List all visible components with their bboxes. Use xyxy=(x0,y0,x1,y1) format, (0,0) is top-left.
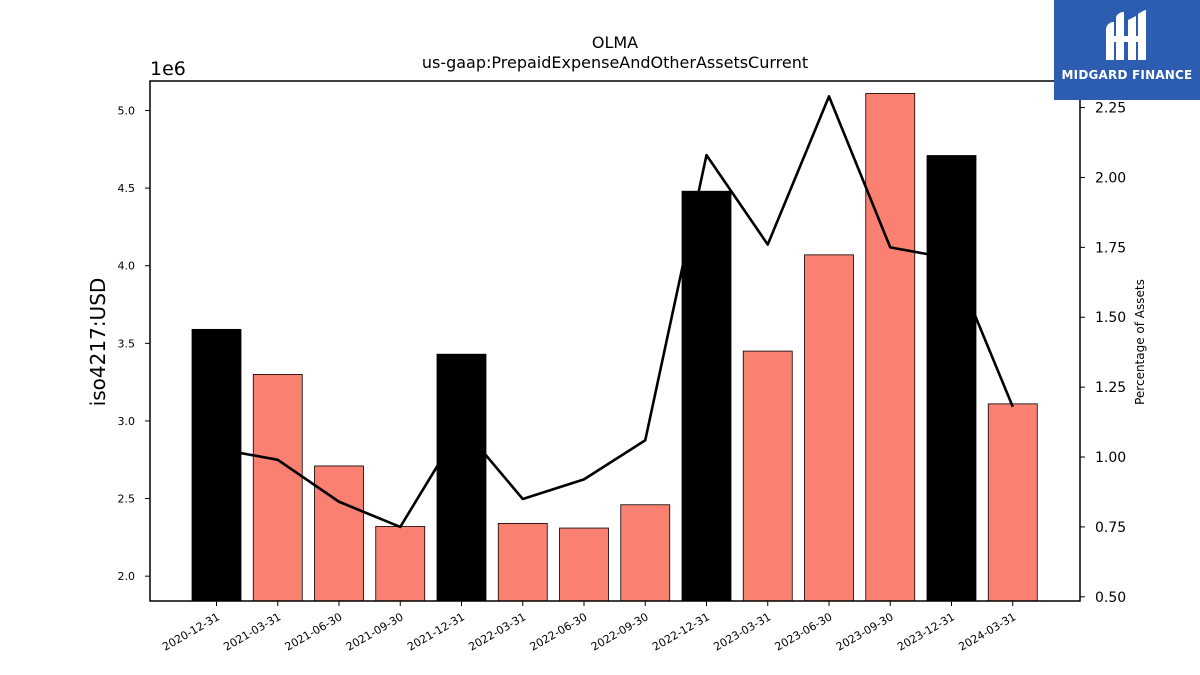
x-axis-ticks: 2020-12-31 2021-03-31 2021-06-30 2021-09-30… xyxy=(160,601,1018,654)
y2-axis-ticks: 0.50 0.75 1.00 1.25 1.50 1.75 2.00 2.25 xyxy=(1080,101,1126,606)
x-tick-label: 2024-03-31 xyxy=(956,610,1018,653)
logo-text: MIDGARD FINANCE xyxy=(1061,68,1193,82)
x-tick-label: 2023-06-30 xyxy=(773,610,835,653)
bar-2024-03-31 xyxy=(987,403,1038,602)
y2-tick-label: 1.00 xyxy=(1095,450,1126,466)
x-tick-label: 2022-12-31 xyxy=(650,610,712,653)
y2-tick-label: 0.50 xyxy=(1095,590,1126,606)
y-tick-label: 2.5 xyxy=(118,493,136,506)
bar-2022-03-31 xyxy=(497,522,548,602)
bar-2020-12-31 xyxy=(191,328,242,602)
x-tick-label: 2021-09-30 xyxy=(344,610,406,653)
bar-2021-12-31 xyxy=(436,353,487,602)
y-tick-label: 5.0 xyxy=(118,104,136,117)
chart-title: OLMA xyxy=(592,33,638,52)
x-tick-label: 2023-09-30 xyxy=(834,610,896,653)
x-tick-label: 2021-03-31 xyxy=(221,610,283,653)
y-tick-label: 4.5 xyxy=(118,182,136,195)
bar-2021-03-31 xyxy=(252,373,303,602)
y2-tick-label: 2.00 xyxy=(1095,170,1126,186)
y2-tick-label: 1.50 xyxy=(1095,310,1126,326)
x-tick-label: 2021-06-30 xyxy=(283,610,345,653)
x-tick-label: 2021-12-31 xyxy=(405,610,467,653)
x-tick-label: 2022-03-31 xyxy=(466,610,528,653)
bars-group xyxy=(191,93,1038,602)
bar-2023-03-31 xyxy=(742,350,793,602)
bar-2021-09-30 xyxy=(375,526,426,602)
bar-2023-09-30 xyxy=(865,93,916,602)
bar-2022-12-31 xyxy=(681,190,732,602)
bar-2023-06-30 xyxy=(804,254,854,602)
y2-tick-label: 2.25 xyxy=(1095,101,1126,117)
y2-axis-label: Percentage of Assets xyxy=(1133,279,1147,405)
bar-2023-12-31 xyxy=(926,155,977,602)
y2-tick-label: 1.75 xyxy=(1095,240,1126,256)
y-offset-label: 1e6 xyxy=(150,58,186,80)
x-tick-label: 2023-03-31 xyxy=(711,610,773,653)
y-tick-label: 2.0 xyxy=(118,570,136,583)
plot-frame xyxy=(149,80,1081,602)
midgard-logo-icon xyxy=(1106,10,1146,60)
y2-tick-label: 1.25 xyxy=(1095,380,1126,396)
bar-2022-06-30 xyxy=(559,527,609,602)
bar-2021-06-30 xyxy=(314,465,364,602)
x-tick-label: 2022-06-30 xyxy=(528,610,590,653)
x-tick-label: 2022-09-30 xyxy=(589,610,651,653)
y-axis-label: iso4217:USD xyxy=(86,278,110,407)
line-group xyxy=(216,95,1014,529)
bar-2022-09-30 xyxy=(620,504,671,602)
y-axis-ticks: 2.0 2.5 3.0 3.5 4.0 4.5 5.0 xyxy=(118,104,150,583)
x-tick-label: 2020-12-31 xyxy=(160,610,222,653)
x-tick-label: 2023-12-31 xyxy=(895,610,957,653)
y2-tick-label: 0.75 xyxy=(1095,520,1126,536)
percentage-line xyxy=(216,95,1014,529)
y-tick-label: 4.0 xyxy=(118,260,136,273)
chart-subtitle: us-gaap:PrepaidExpenseAndOtherAssetsCurr… xyxy=(422,53,808,72)
midgard-finance-logo: MIDGARD FINANCE xyxy=(1054,0,1200,100)
y-tick-label: 3.5 xyxy=(118,337,136,350)
y-tick-label: 3.0 xyxy=(118,415,136,428)
